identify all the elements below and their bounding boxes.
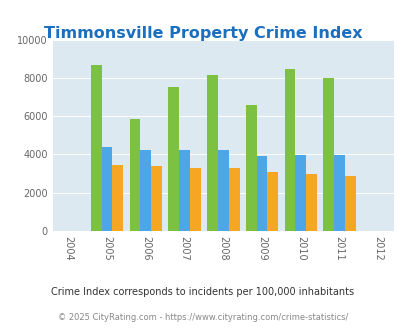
Bar [228,168,239,231]
Bar [305,174,316,231]
Bar [140,150,151,231]
Bar [207,75,217,231]
Bar [179,150,190,231]
Bar [344,176,355,231]
Bar [101,147,112,231]
Bar [245,105,256,231]
Text: © 2025 CityRating.com - https://www.cityrating.com/crime-statistics/: © 2025 CityRating.com - https://www.city… [58,313,347,322]
Bar [217,150,228,231]
Bar [168,87,179,231]
Bar [333,155,344,231]
Bar [129,119,140,231]
Bar [190,168,200,231]
Bar [151,166,162,231]
Bar [267,173,278,231]
Bar [112,165,123,231]
Bar [284,69,295,231]
Bar [256,156,267,231]
Text: Timmonsville Property Crime Index: Timmonsville Property Crime Index [44,26,361,41]
Text: Crime Index corresponds to incidents per 100,000 inhabitants: Crime Index corresponds to incidents per… [51,287,354,297]
Bar [322,78,333,231]
Bar [91,65,101,231]
Bar [295,155,305,231]
